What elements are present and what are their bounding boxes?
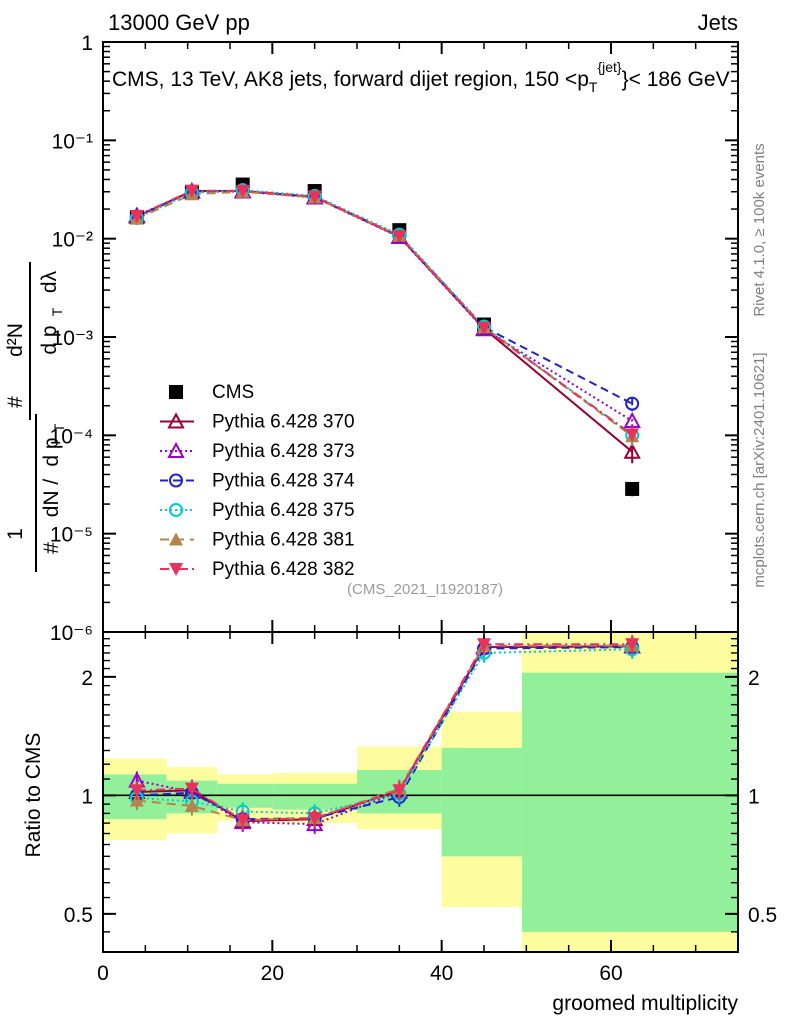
- y-label2-dp: d p: [40, 437, 63, 466]
- y-tick-label: 10⁻⁶: [50, 622, 93, 645]
- band-green: [103, 774, 167, 820]
- ratio-y-tick-label: 1: [81, 785, 93, 808]
- legend-label: Pythia 6.428 374: [212, 471, 355, 492]
- series-marker: [129, 210, 144, 224]
- ratio-marker: [184, 782, 199, 796]
- y-label-denominator: d p: [38, 325, 61, 354]
- legend-item[interactable]: Pythia 6.428 382: [160, 559, 355, 580]
- ratio-panel-frame: [102, 631, 739, 953]
- legend-item[interactable]: Pythia 6.428 375: [160, 500, 355, 521]
- legend-marker: [169, 563, 183, 576]
- plot-title-text: CMS, 13 TeV, AK8 jets, forward dijet reg…: [112, 59, 730, 95]
- legend-marker: [169, 503, 183, 517]
- ratio-marker: [392, 784, 407, 798]
- y-tick-label: 10⁻⁵: [50, 524, 93, 547]
- band-green: [522, 672, 738, 932]
- y-tick-label: 1: [81, 32, 93, 55]
- cms-marker: [625, 481, 640, 496]
- axes: 1 10⁻¹ 10⁻² 10⁻³ 10⁻⁴ 10⁻⁵ 10⁻⁶ 2 2 1 1 0.5 0.5 0 20 40…: [50, 32, 778, 985]
- ratio-y-tick-label-right: 1: [748, 785, 760, 808]
- y-tick-label: 10⁻¹: [52, 130, 93, 153]
- y-tick-label: 10⁻⁴: [50, 425, 93, 448]
- ratio-marker: [235, 814, 250, 828]
- legend-marker: [167, 412, 185, 429]
- y-label2-dn: dN /: [40, 479, 63, 518]
- x-tick-label: 0: [97, 962, 109, 985]
- y-tick-label: 10⁻³: [52, 327, 93, 350]
- ratio-marker: [129, 793, 144, 807]
- y-label-numerator: d²N: [4, 323, 27, 357]
- plot-title: CMS, 13 TeV, AK8 jets, forward dijet reg…: [112, 59, 730, 95]
- legend-label: Pythia 6.428 373: [212, 441, 355, 462]
- y-label2-prefix: #: [40, 542, 63, 554]
- legend: CMS Pythia 6.428 370 Pythia 6.428 373 Pythi…: [160, 382, 355, 580]
- series-marker: [477, 321, 491, 335]
- series-marker: [184, 184, 199, 198]
- legend-item[interactable]: Pythia 6.428 374: [160, 471, 355, 492]
- band-green: [441, 747, 523, 857]
- series-marker: [235, 184, 250, 198]
- y-label-numerator-prefix: #: [4, 396, 27, 408]
- y-label-group: # d²N d p Tdλ: [4, 262, 65, 420]
- ratio-y-tick-label-right: 0.5: [748, 904, 777, 927]
- series-marker: [392, 230, 407, 244]
- series-line: [136, 189, 633, 405]
- main-panel-frame: [102, 41, 739, 633]
- legend-label: Pythia 6.428 370: [212, 412, 355, 433]
- y-label2-numerator: 1: [4, 528, 27, 540]
- legend-item[interactable]: Pythia 6.428 381: [160, 530, 355, 551]
- legend-marker: [167, 441, 185, 458]
- legend-item[interactable]: Pythia 6.428 373: [160, 441, 355, 462]
- ratio-marker: [129, 784, 144, 798]
- y-tick-label: 10⁻²: [52, 229, 93, 252]
- main-y-axis-label: # d²N d p Tdλ: [4, 262, 65, 420]
- x-axis-label: groomed multiplicity: [552, 992, 738, 1015]
- main-y-axis-label-2: 1 # dN / d p T: [4, 414, 67, 572]
- ratio-uncertainty-bands: [103, 632, 738, 952]
- header-beam-label: 13000 GeV pp: [108, 10, 250, 35]
- rivet-version-label: Rivet 4.1.0, ≥ 100k events: [751, 143, 768, 316]
- series-marker: [307, 190, 322, 204]
- header-category-label: Jets: [698, 10, 738, 35]
- y-label-denominator-2: dλ: [38, 270, 61, 293]
- x-tick-label: 20: [261, 962, 284, 985]
- legend-marker: [169, 473, 183, 488]
- ratio-y-tick-label-right: 2: [748, 667, 760, 690]
- ratio-marker: [625, 638, 640, 652]
- legend-marker: [169, 532, 183, 546]
- ratio-marker: [184, 798, 199, 812]
- analysis-watermark: (CMS_2021_I1920187): [347, 581, 503, 598]
- ratio-y-tick-label: 2: [81, 667, 93, 690]
- legend-item[interactable]: Pythia 6.428 370: [160, 412, 355, 433]
- legend-label: Pythia 6.428 375: [212, 500, 355, 521]
- ratio-marker: [307, 812, 322, 826]
- y-label-fraction: # d²N d p Tdλ: [4, 262, 65, 420]
- legend-label: Pythia 6.428 381: [212, 530, 355, 551]
- y-label2-sub: T: [51, 423, 67, 432]
- ratio-y-axis-label: Ratio to CMS: [22, 733, 45, 858]
- mcplots-source-label: mcplots.cern.ch [arXiv:2401.10621]: [751, 352, 768, 587]
- ratio-y-tick-label: 0.5: [64, 904, 93, 927]
- legend-label: Pythia 6.428 382: [212, 559, 355, 580]
- ratio-marker: [477, 638, 491, 652]
- legend-label: CMS: [212, 382, 254, 403]
- x-tick-label: 40: [430, 962, 453, 985]
- series-marker: [625, 428, 640, 442]
- cms-data-points: [129, 177, 640, 497]
- series-marker: [625, 396, 640, 411]
- legend-marker: [169, 385, 183, 399]
- ratio-panel-data: [103, 635, 738, 834]
- main-panel-data: [128, 177, 641, 497]
- series-marker: [623, 442, 641, 459]
- x-tick-label: 60: [599, 962, 622, 985]
- legend-item[interactable]: CMS: [169, 382, 254, 403]
- y-label-denominator-sub: T: [49, 307, 65, 316]
